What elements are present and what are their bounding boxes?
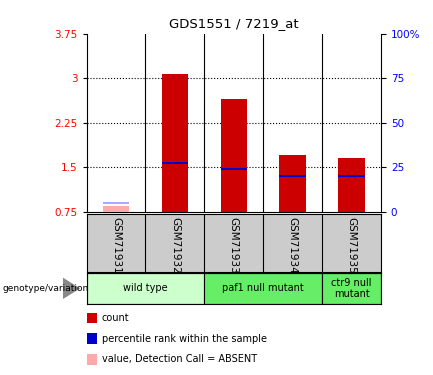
Text: GSM71933: GSM71933 xyxy=(229,217,239,273)
Text: value, Detection Call = ABSENT: value, Detection Call = ABSENT xyxy=(102,354,257,364)
Title: GDS1551 / 7219_at: GDS1551 / 7219_at xyxy=(169,17,299,30)
Bar xyxy=(162,74,188,212)
Text: genotype/variation: genotype/variation xyxy=(2,284,88,293)
Text: wild type: wild type xyxy=(123,284,168,293)
Text: GSM71931: GSM71931 xyxy=(111,217,121,273)
Bar xyxy=(204,273,322,304)
Bar xyxy=(103,206,129,212)
Bar xyxy=(103,202,129,204)
Bar xyxy=(220,168,247,170)
Text: ctr9 null
mutant: ctr9 null mutant xyxy=(331,278,372,299)
Polygon shape xyxy=(63,278,80,299)
Bar xyxy=(162,162,188,164)
Bar xyxy=(279,175,306,177)
Text: paf1 null mutant: paf1 null mutant xyxy=(223,284,304,293)
Text: count: count xyxy=(102,313,129,323)
Text: GSM71934: GSM71934 xyxy=(288,217,298,273)
Bar xyxy=(279,156,306,212)
Bar xyxy=(322,273,381,304)
Bar xyxy=(338,159,365,212)
Text: percentile rank within the sample: percentile rank within the sample xyxy=(102,334,267,344)
Bar xyxy=(87,273,204,304)
Bar xyxy=(220,99,247,212)
Text: GSM71935: GSM71935 xyxy=(346,217,357,273)
Bar xyxy=(338,175,365,177)
Text: GSM71932: GSM71932 xyxy=(170,217,180,273)
